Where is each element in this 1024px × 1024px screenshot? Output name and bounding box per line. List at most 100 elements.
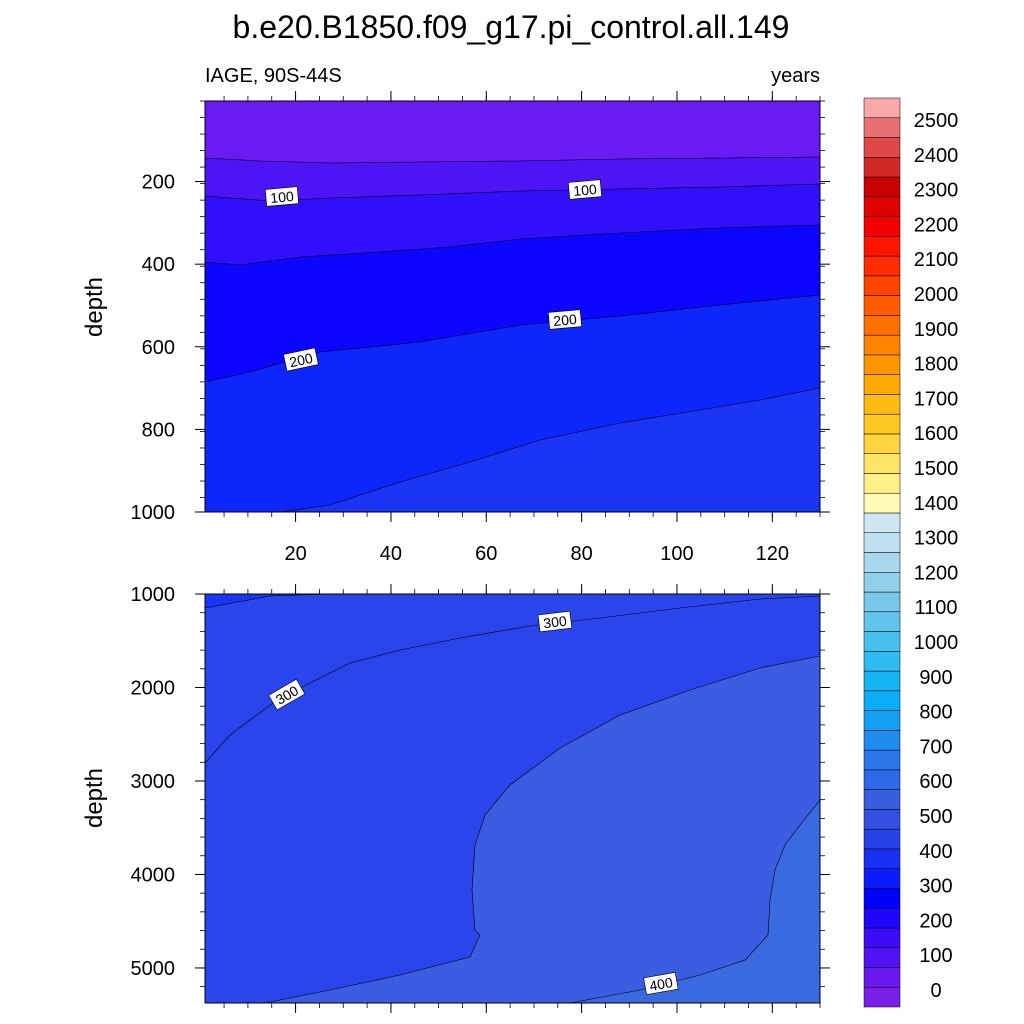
colorbar-swatch xyxy=(863,651,901,672)
colorbar-label: 600 xyxy=(919,771,952,793)
svg-text:400: 400 xyxy=(648,974,674,994)
colorbar-swatch xyxy=(863,394,901,415)
colorbar-swatch xyxy=(863,473,901,494)
colorbar-label: 1300 xyxy=(914,528,959,550)
svg-text:300: 300 xyxy=(542,613,567,632)
colorbar-label: 2500 xyxy=(914,110,959,132)
colorbar-swatch xyxy=(863,670,901,692)
svg-text:100: 100 xyxy=(270,188,295,206)
colorbar-swatch xyxy=(863,947,901,968)
colorbar-label: 1400 xyxy=(914,493,959,515)
colorbar-swatch xyxy=(863,176,901,198)
upper-x-tick-label: 120 xyxy=(756,543,789,565)
lower-frame xyxy=(204,593,821,1004)
colorbar-label: 1700 xyxy=(914,388,959,410)
contour-line xyxy=(205,294,820,383)
colorbar-label: 2000 xyxy=(914,284,959,306)
lower-y-tick-label: 4000 xyxy=(131,864,176,886)
chart-title: b.e20.B1850.f09_g17.pi_control.all.149 xyxy=(233,9,790,45)
colorbar-label: 1500 xyxy=(914,458,959,480)
upper-y-tick-label: 1000 xyxy=(131,502,176,524)
colorbar-label: 500 xyxy=(919,806,952,828)
colorbar-swatch xyxy=(863,967,901,988)
upper-x-tick-label: 60 xyxy=(475,543,497,565)
colorbar-swatch xyxy=(863,137,901,158)
colorbar-swatch xyxy=(863,492,901,514)
contour-fill xyxy=(265,656,820,1003)
colorbar-swatch xyxy=(863,888,901,909)
contour-line xyxy=(205,224,820,266)
colorbar-label: 2200 xyxy=(914,214,959,236)
upper-y-tick-label: 800 xyxy=(142,419,175,441)
colorbar-swatch xyxy=(863,216,901,237)
svg-text:100: 100 xyxy=(573,181,598,199)
colorbar-label: 1600 xyxy=(914,423,959,445)
colorbar-swatch xyxy=(863,927,901,948)
colorbar-label: 300 xyxy=(919,876,952,898)
colorbar-swatch xyxy=(863,512,901,533)
colorbar-swatch xyxy=(863,532,901,553)
colorbar-swatch xyxy=(863,907,901,929)
upper-panel: 100 100 200 200 200 400 600 800 1000 20 40 60 80 100 1… xyxy=(131,91,830,565)
lower-y-tick-label: 3000 xyxy=(131,771,176,793)
colorbar-swatch xyxy=(863,97,901,119)
colorbar-label: 0 xyxy=(930,980,941,1002)
colorbar-swatch xyxy=(863,255,901,277)
colorbar-swatch xyxy=(863,354,901,375)
contour-line xyxy=(205,387,820,512)
upper-y-axis-label: depth xyxy=(81,277,108,337)
contour-fill xyxy=(205,594,330,608)
colorbar-swatch xyxy=(863,295,901,316)
colorbar-label: 1800 xyxy=(914,354,959,376)
contour-label: 300 xyxy=(537,610,573,633)
contour-line xyxy=(205,594,331,609)
colorbar-swatch xyxy=(863,157,901,178)
colorbar-swatch xyxy=(863,413,901,435)
colorbar-label: 700 xyxy=(919,736,952,758)
contour-line xyxy=(205,595,820,764)
colorbar-swatch xyxy=(863,710,901,731)
colorbar-swatch xyxy=(863,631,901,652)
colorbar-swatch xyxy=(863,848,901,869)
upper-x-tick-label: 80 xyxy=(571,543,593,565)
contour-line xyxy=(264,655,820,1003)
colorbar-swatch xyxy=(863,196,901,217)
colorbar-swatch xyxy=(863,986,901,1008)
svg-text:200: 200 xyxy=(553,311,578,329)
colorbar-swatch xyxy=(863,868,901,889)
contour-label: 200 xyxy=(547,309,582,330)
colorbar-swatch xyxy=(863,690,901,711)
upper-x-tick-label: 100 xyxy=(660,543,693,565)
colorbar-swatch xyxy=(863,828,901,850)
contour-fill xyxy=(205,388,820,512)
upper-y-tick-label: 600 xyxy=(142,337,175,359)
contour-label: 400 xyxy=(643,972,679,996)
svg-text:200: 200 xyxy=(288,350,314,371)
colorbar-label: 100 xyxy=(919,945,952,967)
colorbar-swatch xyxy=(863,572,901,593)
upper-x-tick-label: 20 xyxy=(284,543,306,565)
colorbar-swatch xyxy=(863,275,901,296)
lower-y-tick-label: 5000 xyxy=(131,958,176,980)
contour-label: 100 xyxy=(567,179,602,200)
lower-y-axis-label: depth xyxy=(81,768,108,828)
colorbar-label: 800 xyxy=(919,702,952,724)
upper-frame xyxy=(204,100,821,513)
colorbar-label: 900 xyxy=(919,667,952,689)
lower-y-tick-label: 1000 xyxy=(131,584,176,606)
colorbar-swatch xyxy=(863,374,901,395)
colorbar-swatch xyxy=(863,334,901,356)
colorbar-swatch xyxy=(863,611,901,632)
colorbar-label: 1100 xyxy=(914,597,957,619)
colorbar-label: 200 xyxy=(919,910,952,932)
colorbar-label: 2100 xyxy=(914,249,959,271)
colorbar-swatch xyxy=(863,433,901,454)
colorbar-swatch xyxy=(863,789,901,810)
colorbar-label: 1200 xyxy=(914,562,959,584)
upper-y-tick-label: 200 xyxy=(142,172,175,194)
colorbar-swatch xyxy=(863,769,901,790)
colorbar-swatch xyxy=(863,315,901,336)
colorbar-swatch xyxy=(863,591,901,613)
